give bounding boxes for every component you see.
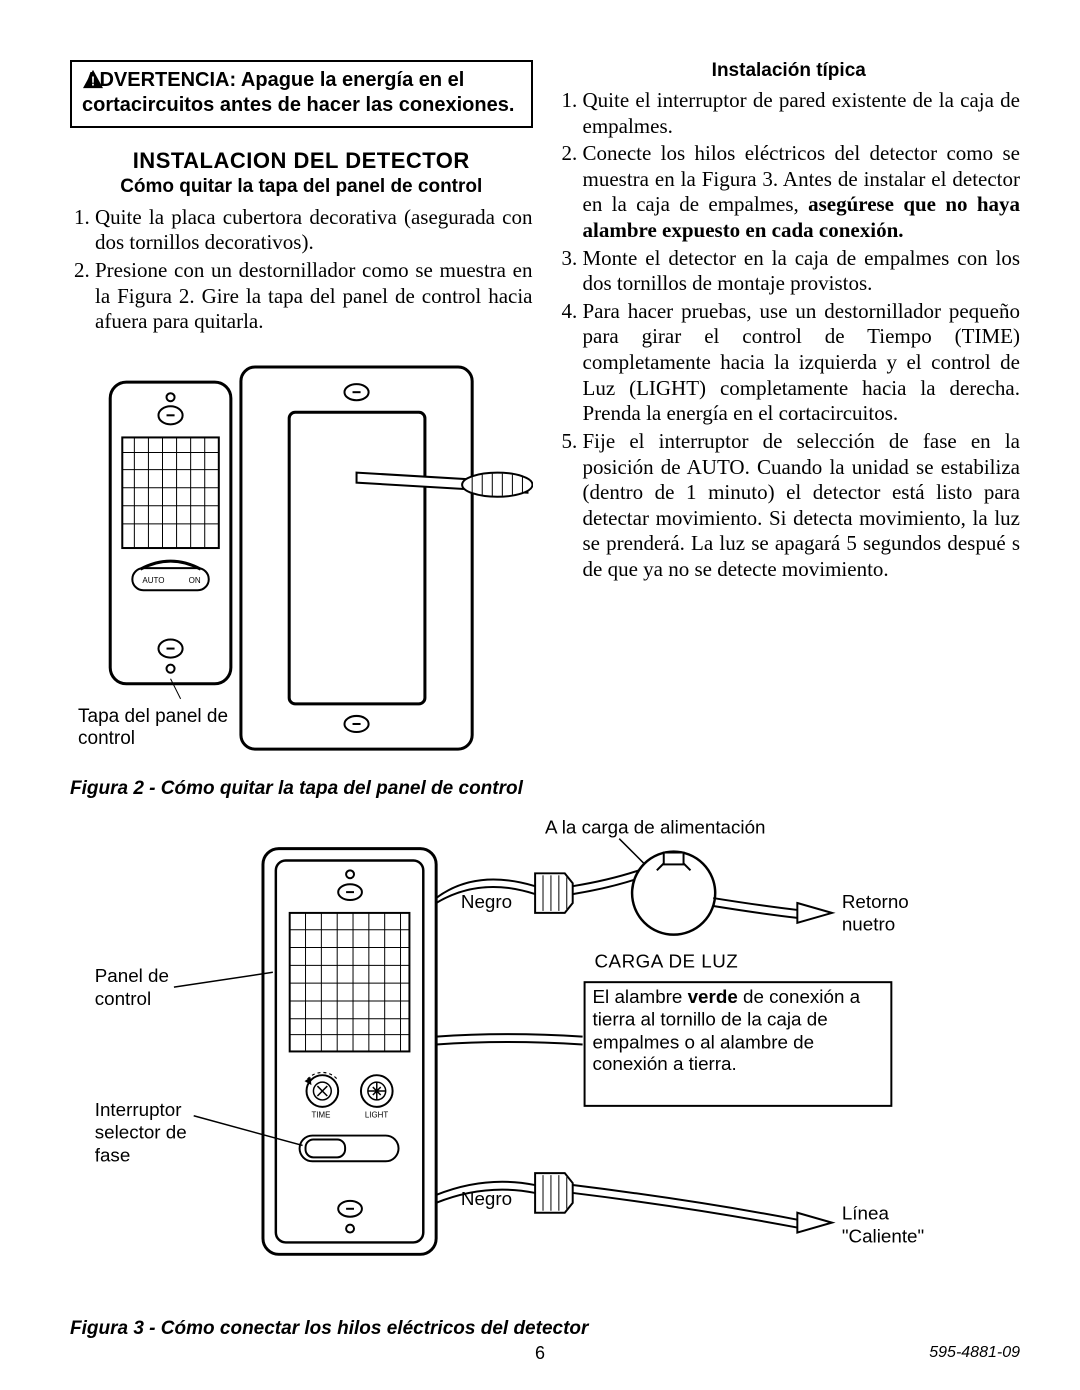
svg-text:"Caliente": "Caliente": [842, 1225, 924, 1246]
right-step-1: Quite el interruptor de pared existente …: [583, 88, 1021, 139]
fig3-caption: Figura 3 - Cómo conectar los hilos eléct…: [70, 1318, 1020, 1341]
warning-box: ! ADVERTENCIA: Apague la energía en el c…: [70, 60, 533, 128]
svg-text:A la carga de alimentación: A la carga de alimentación: [545, 816, 765, 837]
svg-text:control: control: [95, 987, 151, 1008]
svg-text:!: !: [91, 73, 95, 88]
svg-text:ON: ON: [189, 576, 201, 585]
figure-3: A la carga de alimentación: [70, 809, 1020, 1342]
svg-text:Retorno: Retorno: [842, 890, 909, 911]
svg-text:Línea: Línea: [842, 1202, 890, 1223]
svg-text:Panel de: Panel de: [95, 965, 169, 986]
page-number: 6: [0, 1343, 1080, 1364]
left-steps: Quite la placa cubertora decorativa (ase…: [70, 205, 533, 335]
right-step-5: Fije el interruptor de selección de fase…: [583, 429, 1021, 583]
svg-text:AUTO: AUTO: [142, 576, 164, 585]
fig2-panel-label: Tapa del panel de control: [78, 706, 228, 750]
section-title: INSTALACION DEL DETECTOR: [70, 148, 533, 174]
svg-text:Interruptor: Interruptor: [95, 1098, 182, 1119]
fig2-caption: Figura 2 - Cómo quitar la tapa del panel…: [70, 778, 533, 801]
svg-text:Negro: Negro: [461, 890, 512, 911]
svg-text:nuetro: nuetro: [842, 913, 895, 934]
right-subtitle: Instalación típica: [558, 60, 1021, 82]
svg-text:TIME: TIME: [311, 1110, 330, 1119]
left-step-2: Presione con un destornillador como se m…: [95, 258, 533, 335]
right-step-4: Para hacer pruebas, use un destornillado…: [583, 299, 1021, 427]
right-step-3: Monte el detector en la caja de empalmes…: [583, 246, 1021, 297]
right-step-2: Conecte los hilos eléctricos del detecto…: [583, 141, 1021, 243]
svg-text:CARGA DE LUZ: CARGA DE LUZ: [594, 950, 738, 971]
svg-text:fase: fase: [95, 1144, 131, 1165]
right-steps: Quite el interruptor de pared existente …: [558, 88, 1021, 583]
left-subtitle: Cómo quitar la tapa del panel de control: [70, 176, 533, 199]
left-step-1: Quite la placa cubertora decorativa (ase…: [95, 205, 533, 256]
page-footer: 6 595-4881-09: [0, 1344, 1080, 1362]
figure-2: AUTO ON: [70, 357, 533, 801]
svg-text:LIGHT: LIGHT: [365, 1110, 388, 1119]
svg-text:selector de: selector de: [95, 1121, 187, 1142]
warning-text: ADVERTENCIA: Apague la energía en el cor…: [82, 69, 514, 116]
